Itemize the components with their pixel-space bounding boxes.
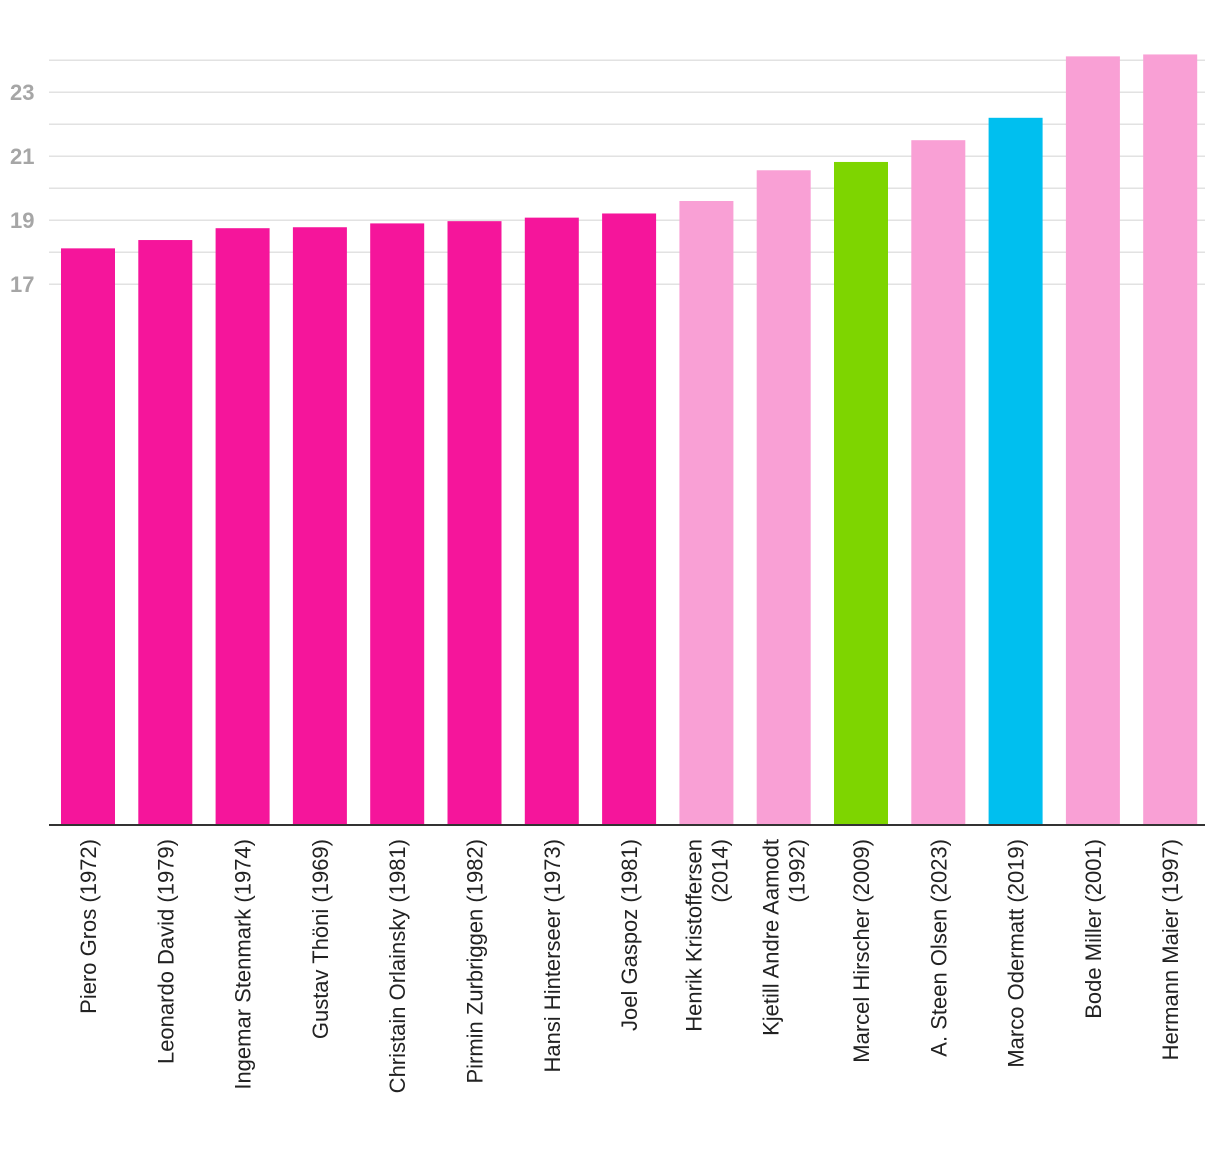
x-tick-label: Kjetill Andre Aamodt(1992)	[759, 839, 810, 1036]
bar	[1143, 54, 1198, 825]
x-tick-label: Hansi Hinterseer (1973)	[540, 839, 565, 1073]
bar	[679, 201, 734, 825]
bar	[447, 221, 502, 825]
bar	[292, 227, 347, 826]
x-tick-label: Henrik Kristoffersen(2014)	[681, 839, 732, 1032]
bar	[911, 140, 966, 825]
y-tick-label: 21	[10, 144, 34, 169]
x-tick-label: Gustav Thöni (1969)	[308, 839, 333, 1039]
y-tick-label: 19	[10, 208, 34, 233]
x-tick-label: Piero Gros (1972)	[76, 839, 101, 1014]
bars	[61, 54, 1198, 826]
x-axis-labels: Piero Gros (1972) Leonardo David (1979) In…	[76, 839, 1183, 1093]
x-tick-label: Pirmin Zurbriggen (1982)	[463, 839, 488, 1084]
x-tick-label: Bode Miller (2001)	[1081, 839, 1106, 1019]
x-tick-label: Leonardo David (1979)	[153, 839, 178, 1064]
x-tick-label: Ingemar Stenmark (1974)	[231, 839, 256, 1090]
x-tick-label: A. Steen Olsen (2023)	[926, 839, 951, 1057]
x-tick-label: Joel Gaspoz (1981)	[617, 839, 642, 1031]
x-tick-label: Marcel Hirscher (2009)	[849, 839, 874, 1063]
x-tick-label: Marco Odermatt (2019)	[1004, 839, 1029, 1068]
x-tick-label: Christain Orlainsky (1981)	[385, 839, 410, 1093]
bar	[834, 161, 888, 825]
bar	[61, 248, 115, 826]
bar	[138, 240, 193, 826]
bar	[370, 223, 425, 825]
bar	[1065, 56, 1120, 826]
bar	[524, 217, 579, 825]
bar	[602, 213, 657, 826]
x-tick-label: Hermann Maier (1997)	[1158, 839, 1183, 1060]
y-tick-label: 23	[10, 80, 34, 105]
bar	[988, 117, 1043, 826]
bar	[215, 228, 270, 825]
y-tick-label: 17	[10, 272, 34, 297]
bar	[756, 170, 811, 825]
y-axis-ticks: 17 19 21 23	[10, 80, 34, 297]
